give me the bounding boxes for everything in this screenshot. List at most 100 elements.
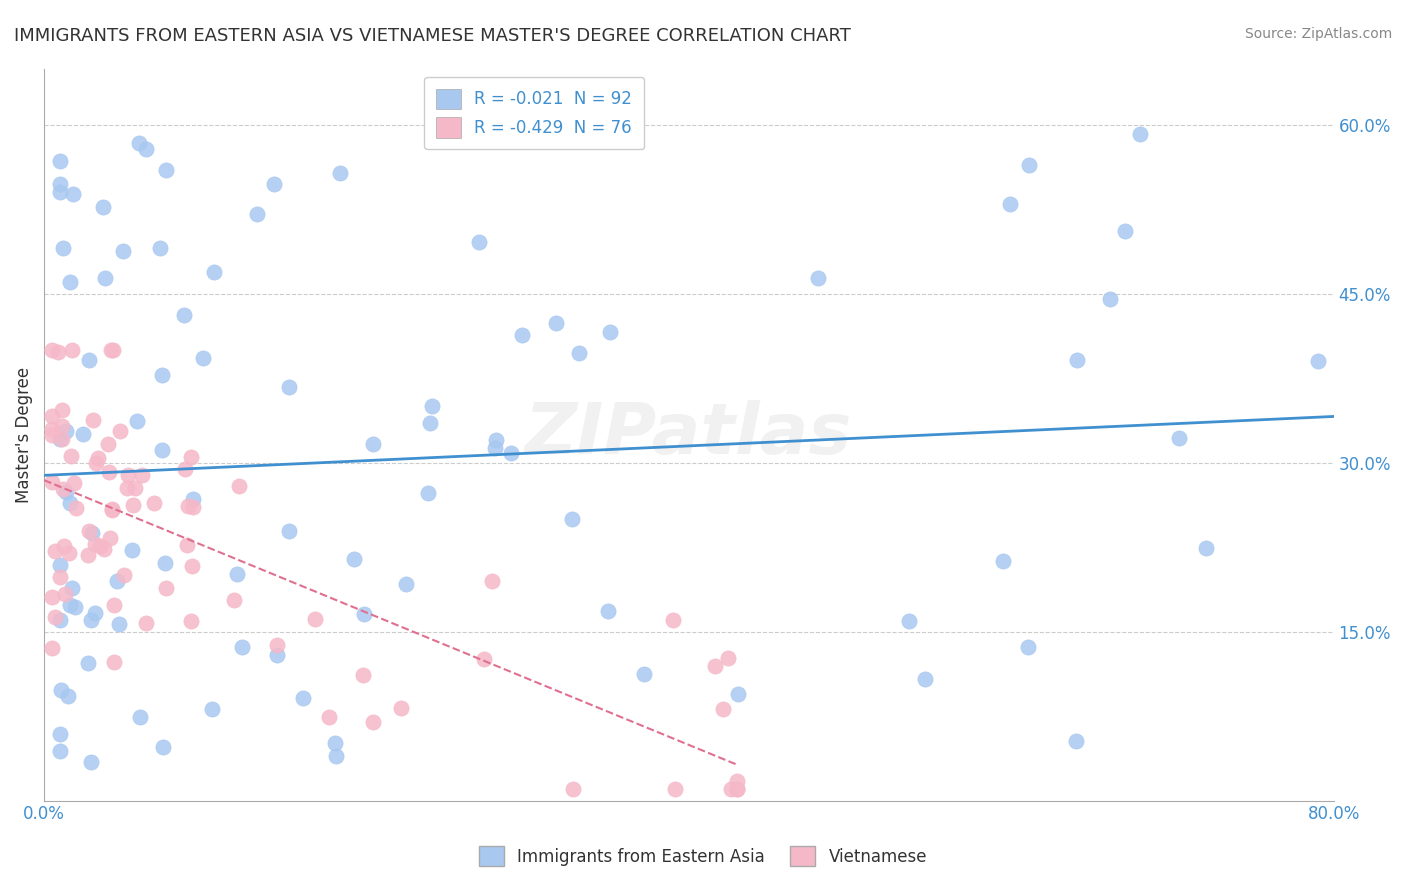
- Point: [82, 526, 104, 541]
- Point: [485, 434, 508, 448]
- Point: [662, 614, 685, 628]
- Point: [117, 468, 139, 483]
- Point: [176, 537, 198, 551]
- Point: [266, 648, 288, 662]
- Point: [51, 402, 73, 417]
- Point: [418, 416, 440, 430]
- Point: [991, 554, 1014, 568]
- Point: [49, 154, 72, 169]
- Point: [510, 328, 533, 343]
- Point: [41, 409, 63, 424]
- Point: [361, 437, 384, 451]
- Point: [703, 659, 725, 673]
- Point: [1018, 158, 1040, 172]
- Point: [304, 611, 326, 625]
- Point: [717, 651, 740, 665]
- Point: [60, 343, 83, 357]
- Point: [1114, 223, 1136, 237]
- Point: [51, 432, 73, 446]
- Point: [325, 749, 347, 764]
- Point: [1017, 640, 1039, 654]
- Point: [228, 478, 250, 492]
- Point: [89, 539, 111, 553]
- Point: [180, 450, 202, 465]
- Point: [128, 136, 150, 150]
- Point: [361, 714, 384, 729]
- Point: [60, 581, 83, 595]
- Point: [152, 739, 174, 754]
- Point: [568, 345, 591, 359]
- Point: [278, 524, 301, 538]
- Point: [49, 743, 72, 757]
- Point: [468, 235, 491, 249]
- Point: [562, 782, 585, 797]
- Point: [63, 599, 86, 614]
- Point: [65, 500, 87, 515]
- Point: [131, 467, 153, 482]
- Point: [62, 475, 84, 490]
- Point: [103, 598, 125, 612]
- Point: [277, 380, 299, 394]
- Point: [111, 244, 134, 258]
- Point: [596, 604, 619, 618]
- Point: [91, 200, 114, 214]
- Point: [343, 552, 366, 566]
- Point: [51, 418, 73, 433]
- Point: [115, 481, 138, 495]
- Point: [87, 450, 110, 465]
- Text: Source: ZipAtlas.com: Source: ZipAtlas.com: [1244, 27, 1392, 41]
- Point: [72, 426, 94, 441]
- Point: [914, 672, 936, 686]
- Point: [725, 782, 748, 797]
- Point: [103, 343, 125, 357]
- Point: [416, 485, 439, 500]
- Point: [173, 309, 195, 323]
- Point: [222, 592, 245, 607]
- Point: [84, 537, 107, 551]
- Text: IMMIGRANTS FROM EASTERN ASIA VS VIETNAMESE MASTER'S DEGREE CORRELATION CHART: IMMIGRANTS FROM EASTERN ASIA VS VIETNAME…: [14, 27, 851, 45]
- Point: [76, 548, 98, 562]
- Point: [108, 424, 131, 438]
- Point: [1195, 541, 1218, 555]
- Point: [41, 422, 63, 436]
- Point: [561, 511, 583, 525]
- Point: [53, 586, 76, 600]
- Text: ZIPatlas: ZIPatlas: [526, 401, 852, 469]
- Point: [202, 265, 225, 279]
- Point: [153, 556, 176, 570]
- Point: [82, 413, 104, 427]
- Point: [58, 546, 80, 560]
- Legend: R = -0.021  N = 92, R = -0.429  N = 76: R = -0.021 N = 92, R = -0.429 N = 76: [425, 77, 644, 149]
- Point: [180, 614, 202, 628]
- Point: [176, 499, 198, 513]
- Point: [191, 351, 214, 366]
- Point: [49, 432, 72, 446]
- Point: [546, 316, 568, 330]
- Point: [181, 491, 204, 506]
- Point: [41, 475, 63, 490]
- Point: [124, 481, 146, 495]
- Point: [46, 345, 69, 359]
- Y-axis label: Master's Degree: Master's Degree: [15, 367, 32, 502]
- Point: [599, 325, 621, 339]
- Point: [150, 368, 173, 383]
- Point: [108, 617, 131, 632]
- Point: [135, 142, 157, 156]
- Point: [173, 462, 195, 476]
- Point: [481, 574, 503, 589]
- Point: [41, 641, 63, 656]
- Point: [49, 727, 72, 741]
- Point: [420, 400, 443, 414]
- Point: [155, 581, 177, 595]
- Point: [181, 500, 204, 514]
- Point: [59, 496, 82, 510]
- Point: [52, 241, 75, 255]
- Point: [149, 242, 172, 256]
- Point: [200, 702, 222, 716]
- Point: [80, 613, 103, 627]
- Point: [77, 524, 100, 538]
- Point: [93, 271, 115, 285]
- Point: [59, 598, 82, 612]
- Point: [142, 496, 165, 510]
- Point: [41, 343, 63, 357]
